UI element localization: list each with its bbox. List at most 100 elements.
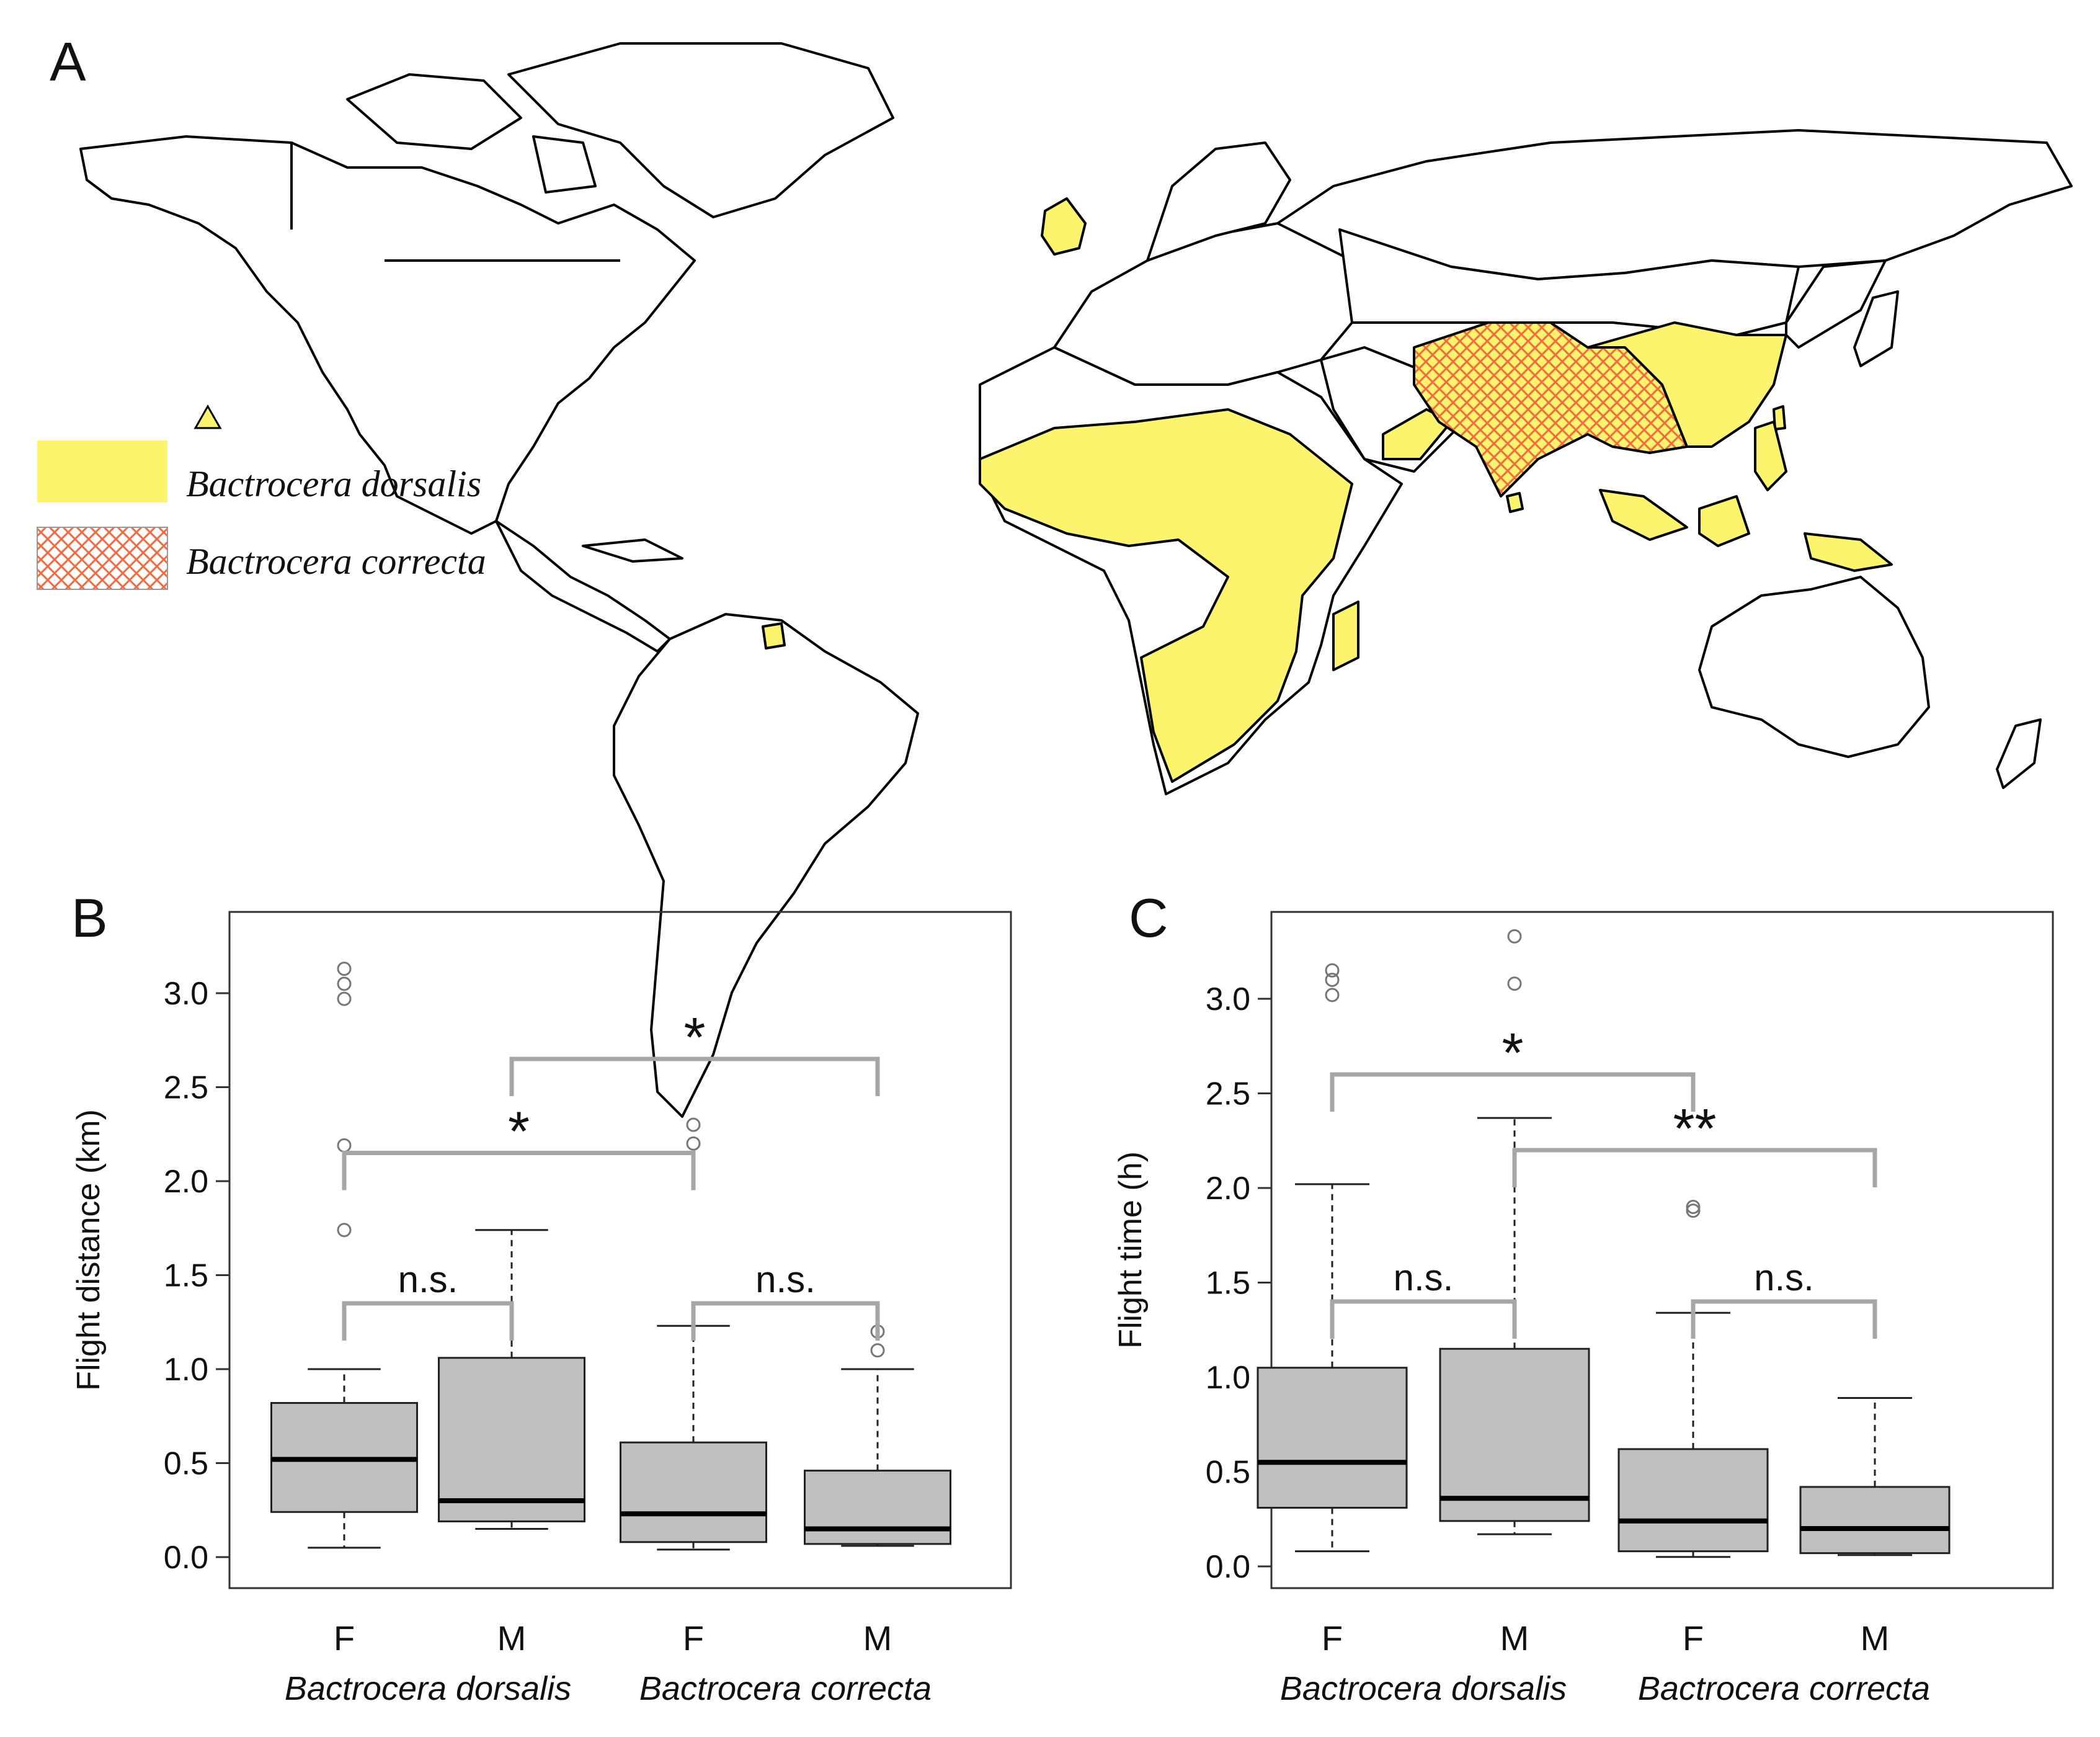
y-tick-label-b-0: 0.0 <box>164 1540 208 1576</box>
outlier-c-2-1 <box>1686 1200 1701 1214</box>
y-tick-label-b-3: 1.5 <box>164 1258 208 1294</box>
iqr-box-b-2 <box>620 1441 767 1543</box>
bracket-label-b-3: n.s. <box>755 1259 816 1300</box>
y-tick-label-c-6: 3.0 <box>1206 981 1250 1017</box>
flight-time-panel: C Flight time (h) 0.00.51.01.52.02.53.0 … <box>1113 887 2054 1707</box>
iqr-box-b-3 <box>804 1470 951 1545</box>
outlier-b-2-0 <box>686 1136 701 1151</box>
bracket-c-1: * <box>1330 1022 1696 1112</box>
landmass-japan <box>1853 290 1899 367</box>
landmass-east-asia <box>1785 259 1887 349</box>
hawaii-marker-icon <box>194 404 222 429</box>
bracket-label-c-1: * <box>1502 1022 1523 1084</box>
y-tick-label-b-1: 0.5 <box>164 1446 208 1482</box>
y-tick-label-b-2: 1.0 <box>164 1352 208 1388</box>
x-axis-labels-c: F M F M Bactrocera dorsalis Bactrocera c… <box>1280 1619 1930 1707</box>
landmass-new-zealand <box>1996 718 2042 789</box>
x-label-b-2: F <box>683 1619 704 1658</box>
bracket-b-2: * <box>509 1007 880 1097</box>
outlier-c-0-1 <box>1325 973 1340 987</box>
boxes-c <box>1257 929 1951 1558</box>
region-africa-dorsalis <box>979 408 1353 783</box>
bracket-c-3: n.s. <box>1691 1257 1877 1339</box>
landmass-south-america <box>613 613 919 1118</box>
bracket-line-b-2 <box>509 1056 880 1097</box>
outlier-b-0-4 <box>337 962 352 976</box>
box-c-1 <box>1439 929 1590 1535</box>
landmass-north-america <box>79 135 696 535</box>
bracket-label-b-0: n.s. <box>398 1259 458 1300</box>
bracket-c-0: n.s. <box>1330 1257 1517 1339</box>
bracket-label-b-1: * <box>508 1101 530 1163</box>
landmass-scandinavia <box>1146 141 1291 262</box>
outlier-b-0-1 <box>337 1138 352 1153</box>
world-map <box>79 42 2073 1118</box>
bracket-b-0: n.s. <box>342 1259 514 1341</box>
bracket-label-c-0: n.s. <box>1394 1257 1454 1298</box>
region-uk <box>1041 197 1087 256</box>
iqr-box-c-0 <box>1257 1367 1408 1509</box>
y-axis-title-b: Flight distance (km) <box>71 1109 107 1391</box>
y-tick-label-b-6: 3.0 <box>164 976 208 1012</box>
legend-swatch-correcta <box>37 527 168 590</box>
outlier-c-1-1 <box>1507 929 1522 944</box>
bracket-label-c-2: ** <box>1673 1098 1716 1160</box>
region-south-asia-correcta <box>1413 321 1688 498</box>
bracket-line-c-0 <box>1330 1299 1517 1339</box>
map-legend: Bactrocera dorsalis Bactrocera correcta <box>37 440 486 590</box>
iqr-box-b-1 <box>438 1357 585 1522</box>
plot-frame-c <box>1270 911 2054 1589</box>
iqr-box-c-1 <box>1439 1347 1590 1522</box>
iqr-box-c-3 <box>1799 1486 1951 1555</box>
bracket-line-c-3 <box>1691 1299 1877 1339</box>
species-label-c-dorsalis: Bactrocera dorsalis <box>1280 1670 1567 1707</box>
x-label-b-3: M <box>863 1619 892 1658</box>
box-c-3 <box>1799 1397 1951 1556</box>
bracket-b-3: n.s. <box>691 1259 880 1341</box>
x-axis-labels-b: F M F M Bactrocera dorsalis Bactrocera c… <box>285 1619 932 1707</box>
outlier-b-2-1 <box>686 1117 701 1132</box>
species-label-c-correcta: Bactrocera correcta <box>1638 1670 1930 1707</box>
y-tick-label-c-3: 1.5 <box>1206 1266 1250 1302</box>
map-panel: A <box>37 31 2073 1118</box>
bracket-b-1: * <box>342 1101 696 1190</box>
box-b-2 <box>620 1117 767 1551</box>
y-tick-label-c-2: 1.0 <box>1206 1360 1250 1396</box>
bracket-line-b-3 <box>691 1301 880 1341</box>
region-french-guiana <box>762 622 786 650</box>
x-label-b-1: M <box>497 1619 527 1658</box>
y-tick-label-c-1: 0.5 <box>1206 1455 1250 1491</box>
y-tick-label-b-4: 2.0 <box>164 1164 208 1200</box>
x-label-c-0: F <box>1322 1619 1343 1658</box>
outlier-c-2-0 <box>1686 1203 1701 1218</box>
outlier-b-3-0 <box>870 1343 885 1358</box>
landmass-arctic-islands-2 <box>532 135 597 194</box>
bracket-line-c-1 <box>1330 1072 1696 1112</box>
boxes-b <box>270 962 951 1551</box>
box-b-3 <box>804 1324 951 1547</box>
bracket-label-b-2: * <box>683 1007 705 1069</box>
x-label-c-2: F <box>1683 1619 1704 1658</box>
x-label-b-0: F <box>334 1619 355 1658</box>
outlier-c-1-0 <box>1507 976 1522 991</box>
species-label-b-correcta: Bactrocera correcta <box>639 1670 932 1707</box>
region-new-guinea <box>1804 532 1893 572</box>
box-c-2 <box>1617 1200 1769 1558</box>
plot-frame-b <box>228 911 1012 1589</box>
outlier-b-0-2 <box>337 991 352 1006</box>
box-b-0 <box>270 962 418 1549</box>
significance-brackets-c: n.s.***n.s. <box>1330 1022 1877 1339</box>
species-label-b-dorsalis: Bactrocera dorsalis <box>285 1670 571 1707</box>
outlier-c-0-0 <box>1325 988 1340 1002</box>
x-label-c-3: M <box>1861 1619 1890 1658</box>
landmass-greenland <box>507 42 894 218</box>
y-tick-label-c-0: 0.0 <box>1206 1549 1250 1585</box>
bracket-label-c-3: n.s. <box>1754 1257 1814 1298</box>
outlier-b-0-3 <box>337 976 352 991</box>
bracket-line-b-0 <box>342 1301 514 1341</box>
bracket-line-b-1 <box>342 1151 696 1190</box>
iqr-box-c-2 <box>1617 1448 1769 1553</box>
box-c-0 <box>1257 963 1408 1553</box>
bracket-c-2: ** <box>1512 1098 1877 1187</box>
